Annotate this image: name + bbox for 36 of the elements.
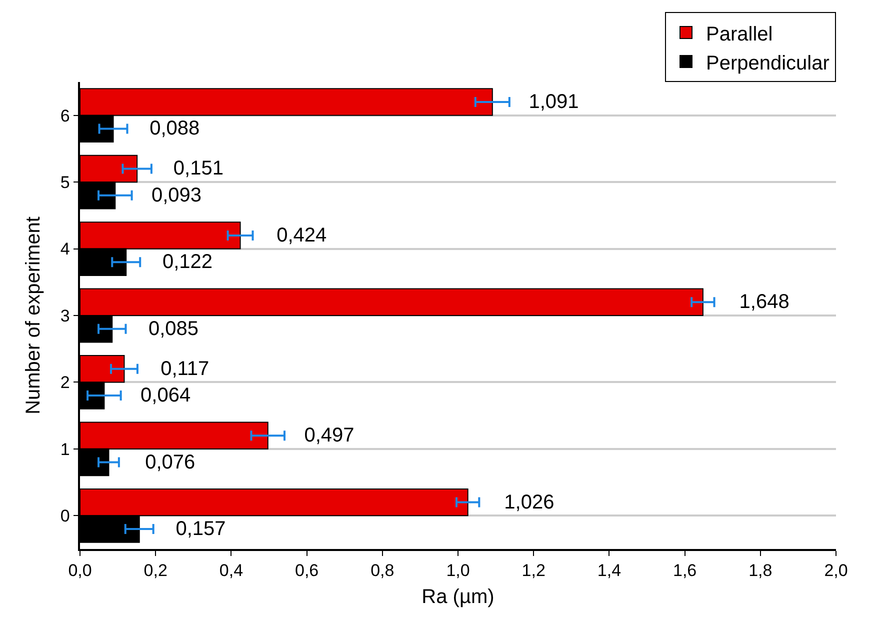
legend-label: Parallel xyxy=(706,23,773,46)
y-tick-label: 2 xyxy=(60,373,70,392)
data-label: 1,091 xyxy=(495,91,579,114)
x-tick-label: 2,0 xyxy=(824,561,848,580)
y-tick-label: 1 xyxy=(60,440,70,459)
x-axis-title: Ra (µm) xyxy=(422,586,494,608)
y-tick-label: 5 xyxy=(60,173,70,192)
x-tick-label: 1,4 xyxy=(597,561,622,580)
x-tick-label: 0,2 xyxy=(144,561,168,580)
data-label: 0,497 xyxy=(270,424,354,447)
data-label: 0,085 xyxy=(115,318,199,340)
x-tick-label: 0,4 xyxy=(219,561,244,580)
x-tick-label: 0,0 xyxy=(68,561,92,580)
data-label: 0,117 xyxy=(127,358,210,380)
y-tick-label: 0 xyxy=(60,506,70,526)
x-tick-label: 1,8 xyxy=(748,561,772,580)
data-label: 0,424 xyxy=(243,224,327,246)
y-axis-title: Number of experiment xyxy=(22,216,44,414)
data-label: 0,157 xyxy=(142,518,226,540)
y-tick-label: 4 xyxy=(60,240,70,259)
y-tick-label: 3 xyxy=(60,306,70,326)
data-label: 0,064 xyxy=(107,384,191,407)
data-label: 1,648 xyxy=(706,291,790,314)
x-tick-label: 1,6 xyxy=(672,561,697,580)
y-tick-label: 6 xyxy=(60,106,70,126)
data-label: 0,151 xyxy=(140,158,224,180)
x-tick-label: 0,6 xyxy=(294,561,319,580)
data-label: 0,093 xyxy=(118,184,202,206)
data-label: 1,026 xyxy=(470,491,554,514)
legend-label: Perpendicular xyxy=(706,52,830,74)
data-label: 0,076 xyxy=(112,451,196,474)
data-label: 0,088 xyxy=(116,118,200,140)
x-tick-label: 1,0 xyxy=(446,561,470,580)
x-tick-label: 1,2 xyxy=(522,561,546,580)
data-label: 0,122 xyxy=(129,251,213,274)
x-tick-label: 0,8 xyxy=(370,561,394,580)
